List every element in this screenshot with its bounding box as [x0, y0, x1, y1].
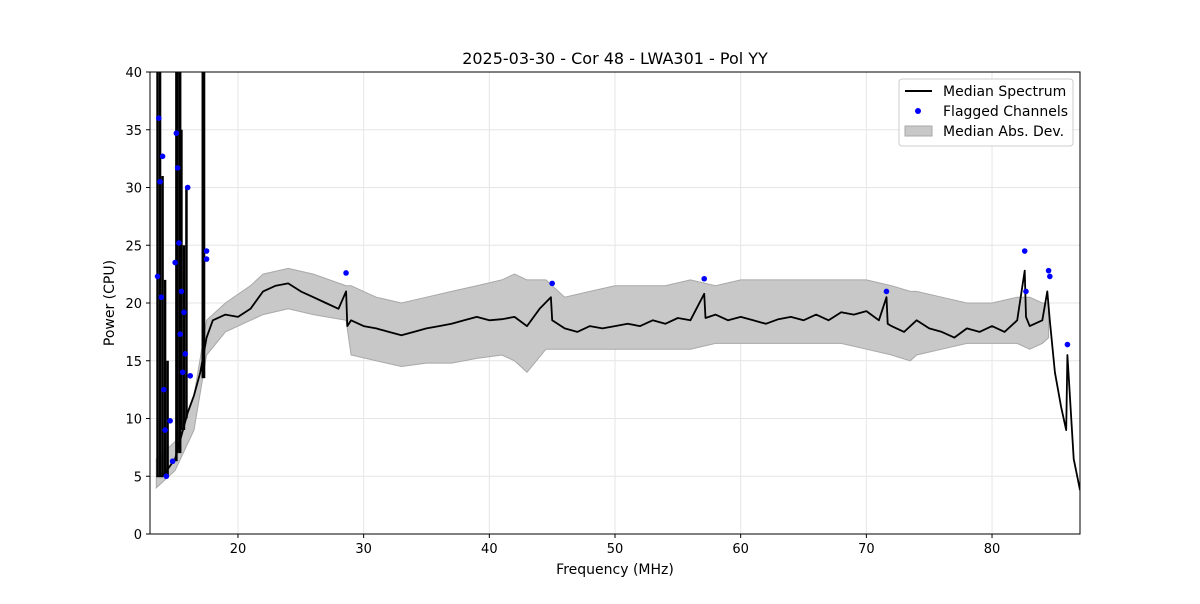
flagged-channel-point [181, 309, 187, 316]
legend-label-flagged: Flagged Channels [943, 104, 1068, 120]
flagged-channel-point [203, 248, 210, 254]
flagged-channel-point [1047, 273, 1053, 280]
legend-label-mad: Median Abs. Dev. [943, 124, 1064, 140]
flagged-channel-point [179, 369, 186, 376]
chart-title: 2025-03-30 - Cor 48 - LWA301 - Pol YY [462, 49, 768, 68]
flagged-channel-point [343, 270, 349, 276]
flagged-channel-point [173, 130, 180, 137]
y-tick-label: 40 [125, 66, 142, 81]
plot-data [154, 72, 1080, 491]
flagged-channel-point [169, 458, 176, 465]
x-tick-label: 20 [230, 542, 247, 557]
flagged-channel-point [182, 351, 188, 357]
flagged-channel-point [1045, 267, 1052, 274]
flagged-channel-point [163, 473, 170, 480]
legend-dot-swatch [915, 108, 921, 114]
flagged-channel-point [154, 273, 161, 280]
legend: Median Spectrum Flagged Channels Median … [898, 78, 1074, 147]
y-axis-label: Power (CPU) [102, 260, 118, 346]
x-tick-label: 50 [607, 542, 624, 557]
median-spectrum-line [156, 269, 1080, 491]
flagged-channel-point [158, 294, 165, 301]
y-tick-label: 30 [125, 182, 142, 197]
x-tick-label: 30 [355, 542, 372, 557]
y-tick-label: 5 [134, 470, 142, 485]
x-tick-label: 40 [481, 542, 498, 557]
y-tick-label: 20 [125, 297, 142, 312]
y-tick-label: 35 [125, 124, 142, 139]
flagged-channel-point [1023, 288, 1029, 295]
legend-box [898, 78, 1074, 147]
flagged-channel-point [184, 184, 191, 191]
flagged-channel-point [174, 165, 181, 171]
flagged-channel-point [203, 256, 210, 262]
x-tick-label: 80 [984, 542, 1001, 557]
flagged-channel-point [1064, 341, 1071, 348]
flagged-channel-point [157, 178, 163, 185]
axis-ticks: 20 30 40 50 60 70 80 0 5 10 15 20 25 30 35 40 [125, 66, 1000, 557]
median-abs-dev-band [155, 267, 1050, 489]
flagged-channel-point [178, 288, 185, 295]
flagged-channel-point [883, 288, 890, 295]
flagged-channel-point [155, 115, 162, 121]
flagged-channel-point [159, 153, 166, 160]
flagged-channel-point [176, 240, 182, 246]
flagged-channel-point [167, 418, 173, 424]
y-tick-label: 25 [125, 239, 142, 254]
legend-band-swatch [904, 125, 933, 137]
flagged-channel-point [187, 372, 194, 379]
y-tick-label: 10 [125, 413, 142, 428]
flagged-channel-point [549, 280, 555, 287]
x-axis-label: Frequency (MHz) [556, 562, 674, 578]
flagged-channel-point [1021, 248, 1028, 254]
flagged-channel-point [162, 427, 168, 433]
flagged-channel-point [172, 259, 178, 266]
legend-label-median: Median Spectrum [943, 84, 1066, 100]
x-tick-label: 60 [732, 542, 749, 557]
flagged-channel-point [701, 275, 708, 282]
x-tick-label: 70 [858, 542, 875, 557]
flagged-channel-point [177, 331, 183, 337]
y-tick-label: 15 [125, 355, 142, 370]
flagged-channel-point [161, 386, 167, 393]
y-tick-label: 0 [134, 528, 142, 543]
